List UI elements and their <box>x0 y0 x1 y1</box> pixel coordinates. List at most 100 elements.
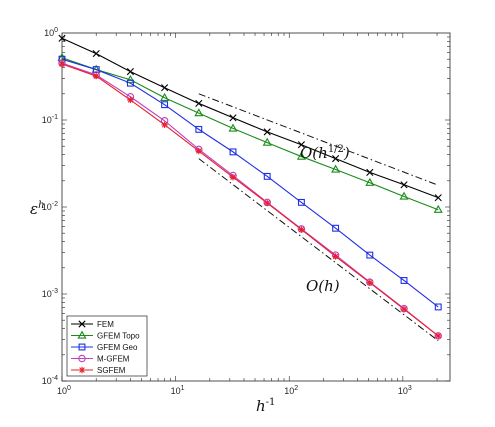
y-tick-label-exp: -2 <box>52 201 58 208</box>
x-tick-label-base: 10 <box>284 386 294 396</box>
data-point <box>433 204 443 213</box>
x-axis-label-base: h <box>256 397 266 415</box>
series-line-2 <box>61 58 439 308</box>
reference-line <box>198 158 439 342</box>
x-tick-label-base: 10 <box>57 386 67 396</box>
y-tick-label: 10-3 <box>42 288 58 299</box>
data-point <box>92 66 100 74</box>
data-point <box>194 108 204 117</box>
y-tick-label-exp: -4 <box>52 375 58 382</box>
data-point <box>264 199 271 207</box>
data-point <box>366 251 374 259</box>
series-line-0 <box>61 37 439 199</box>
reference-label-close: ) <box>343 144 350 162</box>
data-point <box>332 253 339 260</box>
legend-label: SGFEM <box>97 366 126 375</box>
x-tick-label-exp: 1 <box>181 385 185 392</box>
legend-label: M-GFEM <box>97 355 130 364</box>
y-tick-label: 10-1 <box>42 114 58 125</box>
data-point <box>297 141 306 149</box>
y-tick-label-exp: -3 <box>52 288 58 295</box>
data-point <box>297 198 305 206</box>
y-tick-label-base: 10 <box>42 376 52 386</box>
data-point <box>195 147 203 155</box>
legend-label: GFEM Geo <box>97 343 138 352</box>
data-point <box>161 101 169 109</box>
data-point <box>332 155 340 163</box>
legend-marker <box>78 366 86 374</box>
series-markers <box>57 34 443 340</box>
reference-labels: O(h1/2)O(h) <box>300 144 350 295</box>
x-tick-label-base: 10 <box>171 386 181 396</box>
data-point <box>58 60 66 68</box>
data-point <box>331 164 341 173</box>
data-point <box>262 137 272 146</box>
x-tick-label-exp: 3 <box>408 385 412 392</box>
data-point <box>296 151 306 160</box>
x-tick-label: 102 <box>284 385 298 396</box>
x-tick-label: 101 <box>171 385 185 396</box>
reference-label-base: O(h) <box>306 277 340 295</box>
data-point <box>195 99 203 108</box>
data-point <box>298 226 305 233</box>
data-point <box>263 172 271 180</box>
x-tick-label-exp: 2 <box>294 385 298 392</box>
data-point <box>126 68 134 76</box>
legend-marker <box>78 320 86 328</box>
x-tick-label-exp: 0 <box>67 385 71 392</box>
data-point <box>400 181 408 189</box>
data-point <box>58 34 66 42</box>
x-tick-label-base: 10 <box>398 386 408 396</box>
series-line-1 <box>61 57 439 211</box>
data-point <box>92 49 100 58</box>
y-tick-label-exp: 0 <box>54 27 58 34</box>
data-point <box>366 279 374 286</box>
reference-line-label: O(h) <box>306 277 340 295</box>
x-tick-label: 103 <box>398 385 412 396</box>
data-point <box>161 84 169 92</box>
legend-label: GFEM Topo <box>97 332 140 341</box>
y-tick-label: 10-2 <box>42 201 58 212</box>
y-tick-label: 100 <box>44 27 58 38</box>
data-point <box>127 96 134 104</box>
data-point <box>434 194 442 202</box>
data-point <box>229 174 237 181</box>
reference-label-base: O(h <box>300 144 328 162</box>
data-point <box>229 148 237 156</box>
data-point <box>125 74 135 83</box>
y-axis-label-base: ε <box>30 200 38 218</box>
data-point <box>366 168 374 176</box>
y-tick-label: 10-4 <box>42 375 58 386</box>
y-tick-label-exp: -1 <box>52 114 58 121</box>
data-point <box>435 332 442 340</box>
series-line-4 <box>61 63 439 337</box>
data-point <box>228 123 238 132</box>
y-tick-label-base: 10 <box>42 202 52 212</box>
legend-label: FEM <box>97 320 114 329</box>
y-axis-label-sup: h <box>38 200 44 211</box>
reference-lines <box>198 93 439 342</box>
data-point <box>332 224 340 232</box>
data-point <box>93 72 100 80</box>
x-tick-label: 100 <box>57 385 71 396</box>
y-tick-label-base: 10 <box>42 289 52 299</box>
series-lines <box>61 37 439 337</box>
legend-marker <box>77 330 87 339</box>
reference-line-label: O(h1/2) <box>300 144 350 162</box>
data-point <box>161 121 168 129</box>
data-point <box>229 114 237 122</box>
legend: FEM GFEM Topo GFEM Geo M-GFEM SGFEM <box>66 315 148 377</box>
data-point <box>434 303 442 311</box>
data-point <box>399 191 409 200</box>
y-axis-label: εh <box>30 200 45 218</box>
data-point <box>195 125 203 133</box>
data-point <box>400 305 408 313</box>
reference-label-sup: 1/2 <box>328 144 344 155</box>
data-point <box>365 177 375 186</box>
data-point <box>160 92 170 101</box>
y-tick-label-base: 10 <box>42 115 52 125</box>
data-point <box>400 277 408 284</box>
legend-marker <box>78 354 86 363</box>
